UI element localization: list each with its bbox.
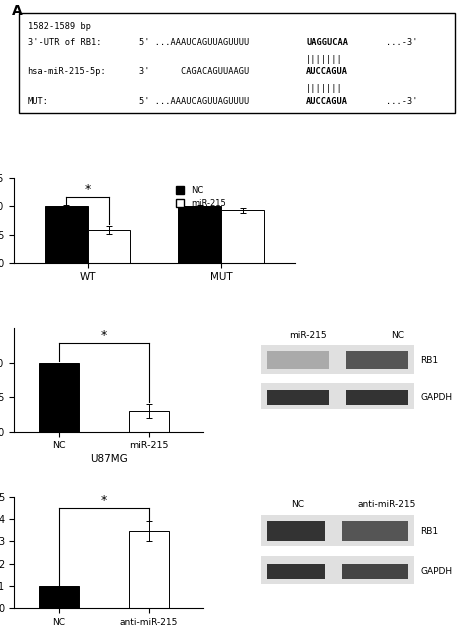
Text: 1582-1589 bp: 1582-1589 bp — [27, 22, 91, 31]
Text: |||||||: ||||||| — [306, 84, 343, 93]
Bar — [45, 206, 88, 263]
Text: *: * — [101, 494, 107, 507]
Text: 5' ...AAAUCAGUUAGUUUU: 5' ...AAAUCAGUUAGUUUU — [139, 38, 249, 48]
Text: 3'      CAGACAGUUAAGU: 3' CAGACAGUUAAGU — [139, 67, 249, 76]
FancyBboxPatch shape — [261, 556, 414, 584]
X-axis label: U87MG: U87MG — [90, 455, 128, 465]
Bar — [39, 362, 79, 431]
Text: |||||||: ||||||| — [306, 55, 343, 64]
FancyBboxPatch shape — [261, 515, 414, 546]
FancyBboxPatch shape — [346, 390, 408, 404]
FancyBboxPatch shape — [261, 383, 414, 409]
FancyBboxPatch shape — [342, 564, 408, 579]
FancyBboxPatch shape — [267, 564, 325, 579]
Text: anti-miR-215: anti-miR-215 — [358, 500, 416, 509]
Text: AUCCAGUA: AUCCAGUA — [306, 67, 348, 76]
Bar — [39, 586, 79, 608]
Text: *: * — [84, 182, 91, 196]
Text: GAPDH: GAPDH — [420, 567, 453, 576]
Text: AUCCAGUA: AUCCAGUA — [306, 97, 348, 107]
Bar — [129, 532, 169, 608]
Text: RB1: RB1 — [420, 527, 438, 536]
FancyBboxPatch shape — [342, 522, 408, 542]
Bar — [221, 211, 264, 263]
FancyBboxPatch shape — [267, 390, 329, 404]
Text: NC: NC — [391, 331, 404, 340]
Text: 3'-UTR of RB1:: 3'-UTR of RB1: — [27, 38, 101, 48]
Text: ...-3': ...-3' — [386, 38, 418, 48]
Text: 5' ...AAAUCAGUUAGUUUU: 5' ...AAAUCAGUUAGUUUU — [139, 97, 249, 107]
FancyBboxPatch shape — [261, 345, 414, 374]
Bar — [129, 411, 169, 431]
Bar — [88, 230, 130, 263]
Bar — [179, 206, 221, 263]
Text: RB1: RB1 — [420, 356, 438, 365]
Text: A: A — [12, 4, 23, 18]
FancyBboxPatch shape — [267, 522, 325, 542]
Legend: NC, miR-215: NC, miR-215 — [173, 182, 229, 211]
Text: UAGGUCAA: UAGGUCAA — [306, 38, 348, 48]
Text: hsa-miR-215-5p:: hsa-miR-215-5p: — [27, 67, 106, 76]
Text: *: * — [101, 329, 107, 342]
Text: NC: NC — [292, 500, 304, 509]
Text: GAPDH: GAPDH — [420, 393, 453, 402]
FancyBboxPatch shape — [267, 351, 329, 369]
Text: miR-215: miR-215 — [290, 331, 327, 340]
Text: ...-3': ...-3' — [386, 97, 418, 107]
FancyBboxPatch shape — [346, 351, 408, 369]
FancyBboxPatch shape — [18, 13, 456, 113]
Text: MUT:: MUT: — [27, 97, 49, 107]
